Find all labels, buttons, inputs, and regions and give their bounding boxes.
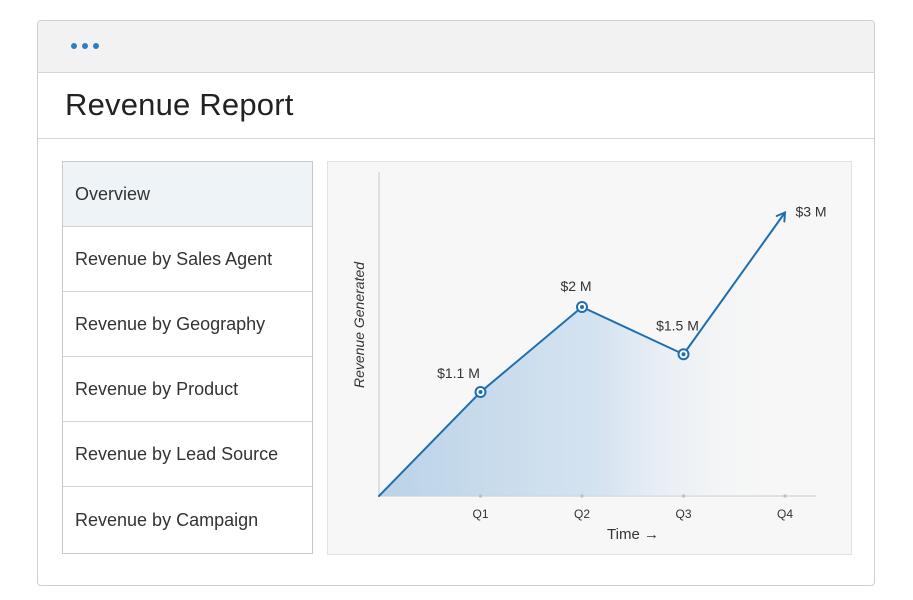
tick-layer: Q1 Q2 Q3 Q4 [472,494,793,521]
x-tick [783,494,787,498]
x-tick-label: Q3 [675,507,691,521]
data-point-center [478,390,483,395]
data-label: $1.5 M [656,317,699,333]
x-tick-label: Q1 [472,507,488,521]
sidebar-item-sales-agent[interactable]: Revenue by Sales Agent [63,227,312,292]
window-menu-dots-icon[interactable] [71,43,99,49]
x-tick [580,494,584,498]
data-point-center [580,305,584,309]
report-header: Revenue Report [38,73,874,139]
x-tick-label: Q4 [777,507,793,521]
report-window: Revenue Report Overview Revenue by Sales… [37,20,875,586]
x-tick [478,494,483,498]
sidebar-item-label: Revenue by Lead Source [75,443,279,464]
series-line-segment [682,211,786,356]
data-label: $3 M [795,204,826,220]
arrowhead-icon [775,210,787,223]
sidebar-item-campaign[interactable]: Revenue by Campaign [63,487,312,553]
sidebar-item-label: Revenue by Geography [75,313,266,334]
data-label: $1.1 M [437,365,480,381]
revenue-chart-panel: Q1 Q2 Q3 Q4 $1.1 M $2 M $1.5 M $3 M Time → Rev… [327,161,852,555]
sidebar-item-product[interactable]: Revenue by Product [63,357,312,422]
sidebar-item-overview[interactable]: Overview [63,162,312,227]
revenue-chart: Q1 Q2 Q3 Q4 $1.1 M $2 M $1.5 M $3 M Time → Rev… [351,172,827,543]
sidebar-item-geography[interactable]: Revenue by Geography [63,292,312,357]
x-tick [681,494,686,498]
x-tick-label: Q2 [574,507,590,521]
x-axis-label: Time → [607,526,659,543]
window-titlebar [38,21,874,73]
report-sidebar: Overview Revenue by Sales Agent Revenue … [62,161,313,554]
area-fill [379,212,785,496]
line-layer [378,210,787,497]
sidebar-item-lead-source[interactable]: Revenue by Lead Source [63,422,312,487]
data-label: $2 M [560,278,591,294]
data-point-center [681,352,686,357]
dot [82,43,88,49]
series-line-segment [378,391,482,497]
page-title: Revenue Report [65,87,294,122]
sidebar-item-label: Revenue by Campaign [75,509,259,530]
area-layer [379,212,785,496]
series-line-segment [581,306,685,356]
point-layer [474,301,690,399]
label-layer: $1.1 M $2 M $1.5 M $3 M [437,204,826,382]
sidebar-item-label: Revenue by Sales Agent [75,248,273,269]
dot [71,43,77,49]
sidebar-item-label: Overview [75,183,151,204]
dot [93,43,99,49]
y-axis-label: Revenue Generated [351,261,367,388]
series-line-segment [479,306,583,394]
sidebar-item-label: Revenue by Product [75,378,239,399]
